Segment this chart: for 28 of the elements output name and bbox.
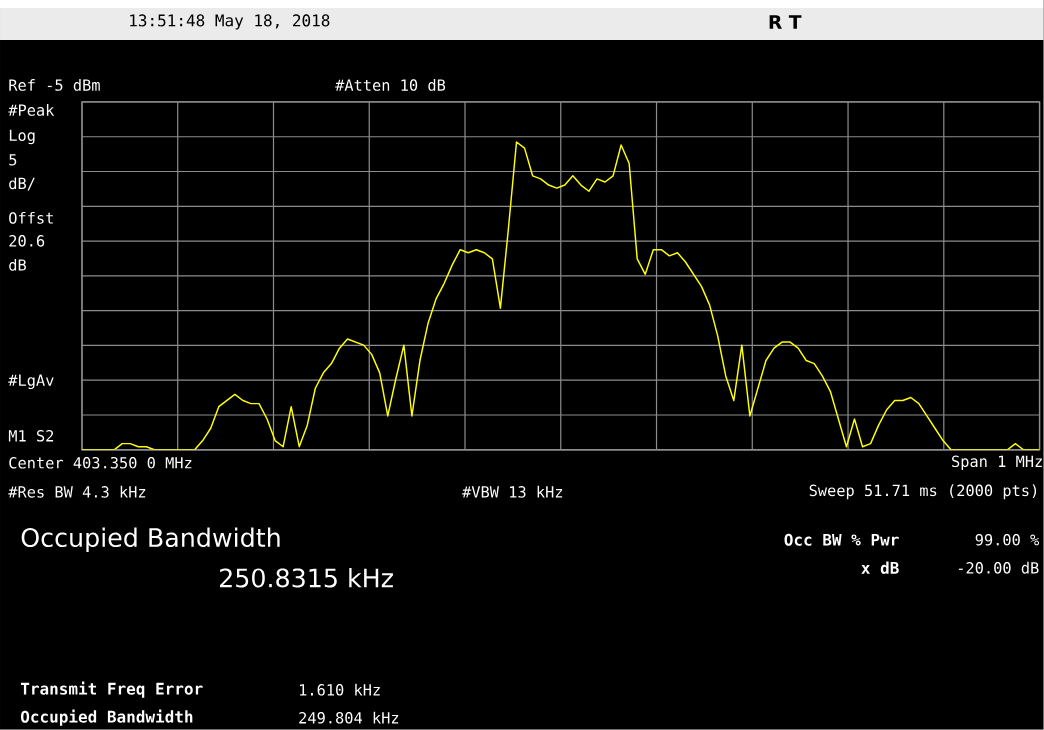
text: #Peak bbox=[8, 104, 55, 117]
text: 1.610 kHz bbox=[299, 683, 380, 696]
text: #Res BW 4.3 kHz bbox=[8, 486, 146, 498]
text: Occupied Bandwidth bbox=[21, 527, 280, 553]
text: Span 1 MHz bbox=[952, 455, 1042, 471]
text: #LgAv bbox=[8, 374, 54, 390]
text: Sweep 51.71 ms (2000 pts) bbox=[809, 484, 1037, 500]
text: Occupied Bandwidth bbox=[20, 709, 193, 726]
text: Ref -5 dBm bbox=[9, 79, 100, 92]
text: dB bbox=[9, 259, 26, 271]
text: dB/ bbox=[9, 177, 35, 191]
text: 250.8315 kHz bbox=[220, 568, 393, 588]
text: Center 403.350 0 MHz bbox=[9, 457, 192, 469]
text: R T bbox=[769, 15, 802, 29]
text: 5 bbox=[9, 154, 17, 166]
text: 99.00 % bbox=[975, 534, 1040, 546]
text: 249.804 kHz bbox=[299, 711, 399, 724]
text: Occ BW % Pwr bbox=[784, 533, 899, 546]
text: #VBW 13 kHz bbox=[462, 486, 563, 498]
text: x dB bbox=[861, 561, 899, 575]
text: 13:51:48 May 18, 2018 bbox=[130, 14, 330, 30]
text: #Atten 10 dB bbox=[335, 79, 446, 92]
text: Transmit Freq Error bbox=[20, 681, 203, 699]
text: Offst bbox=[9, 212, 53, 224]
text: M1 S2 bbox=[8, 430, 54, 442]
text: Log bbox=[9, 129, 35, 145]
text: 20.6 bbox=[9, 235, 45, 247]
text: -20.00 dB bbox=[958, 561, 1039, 574]
